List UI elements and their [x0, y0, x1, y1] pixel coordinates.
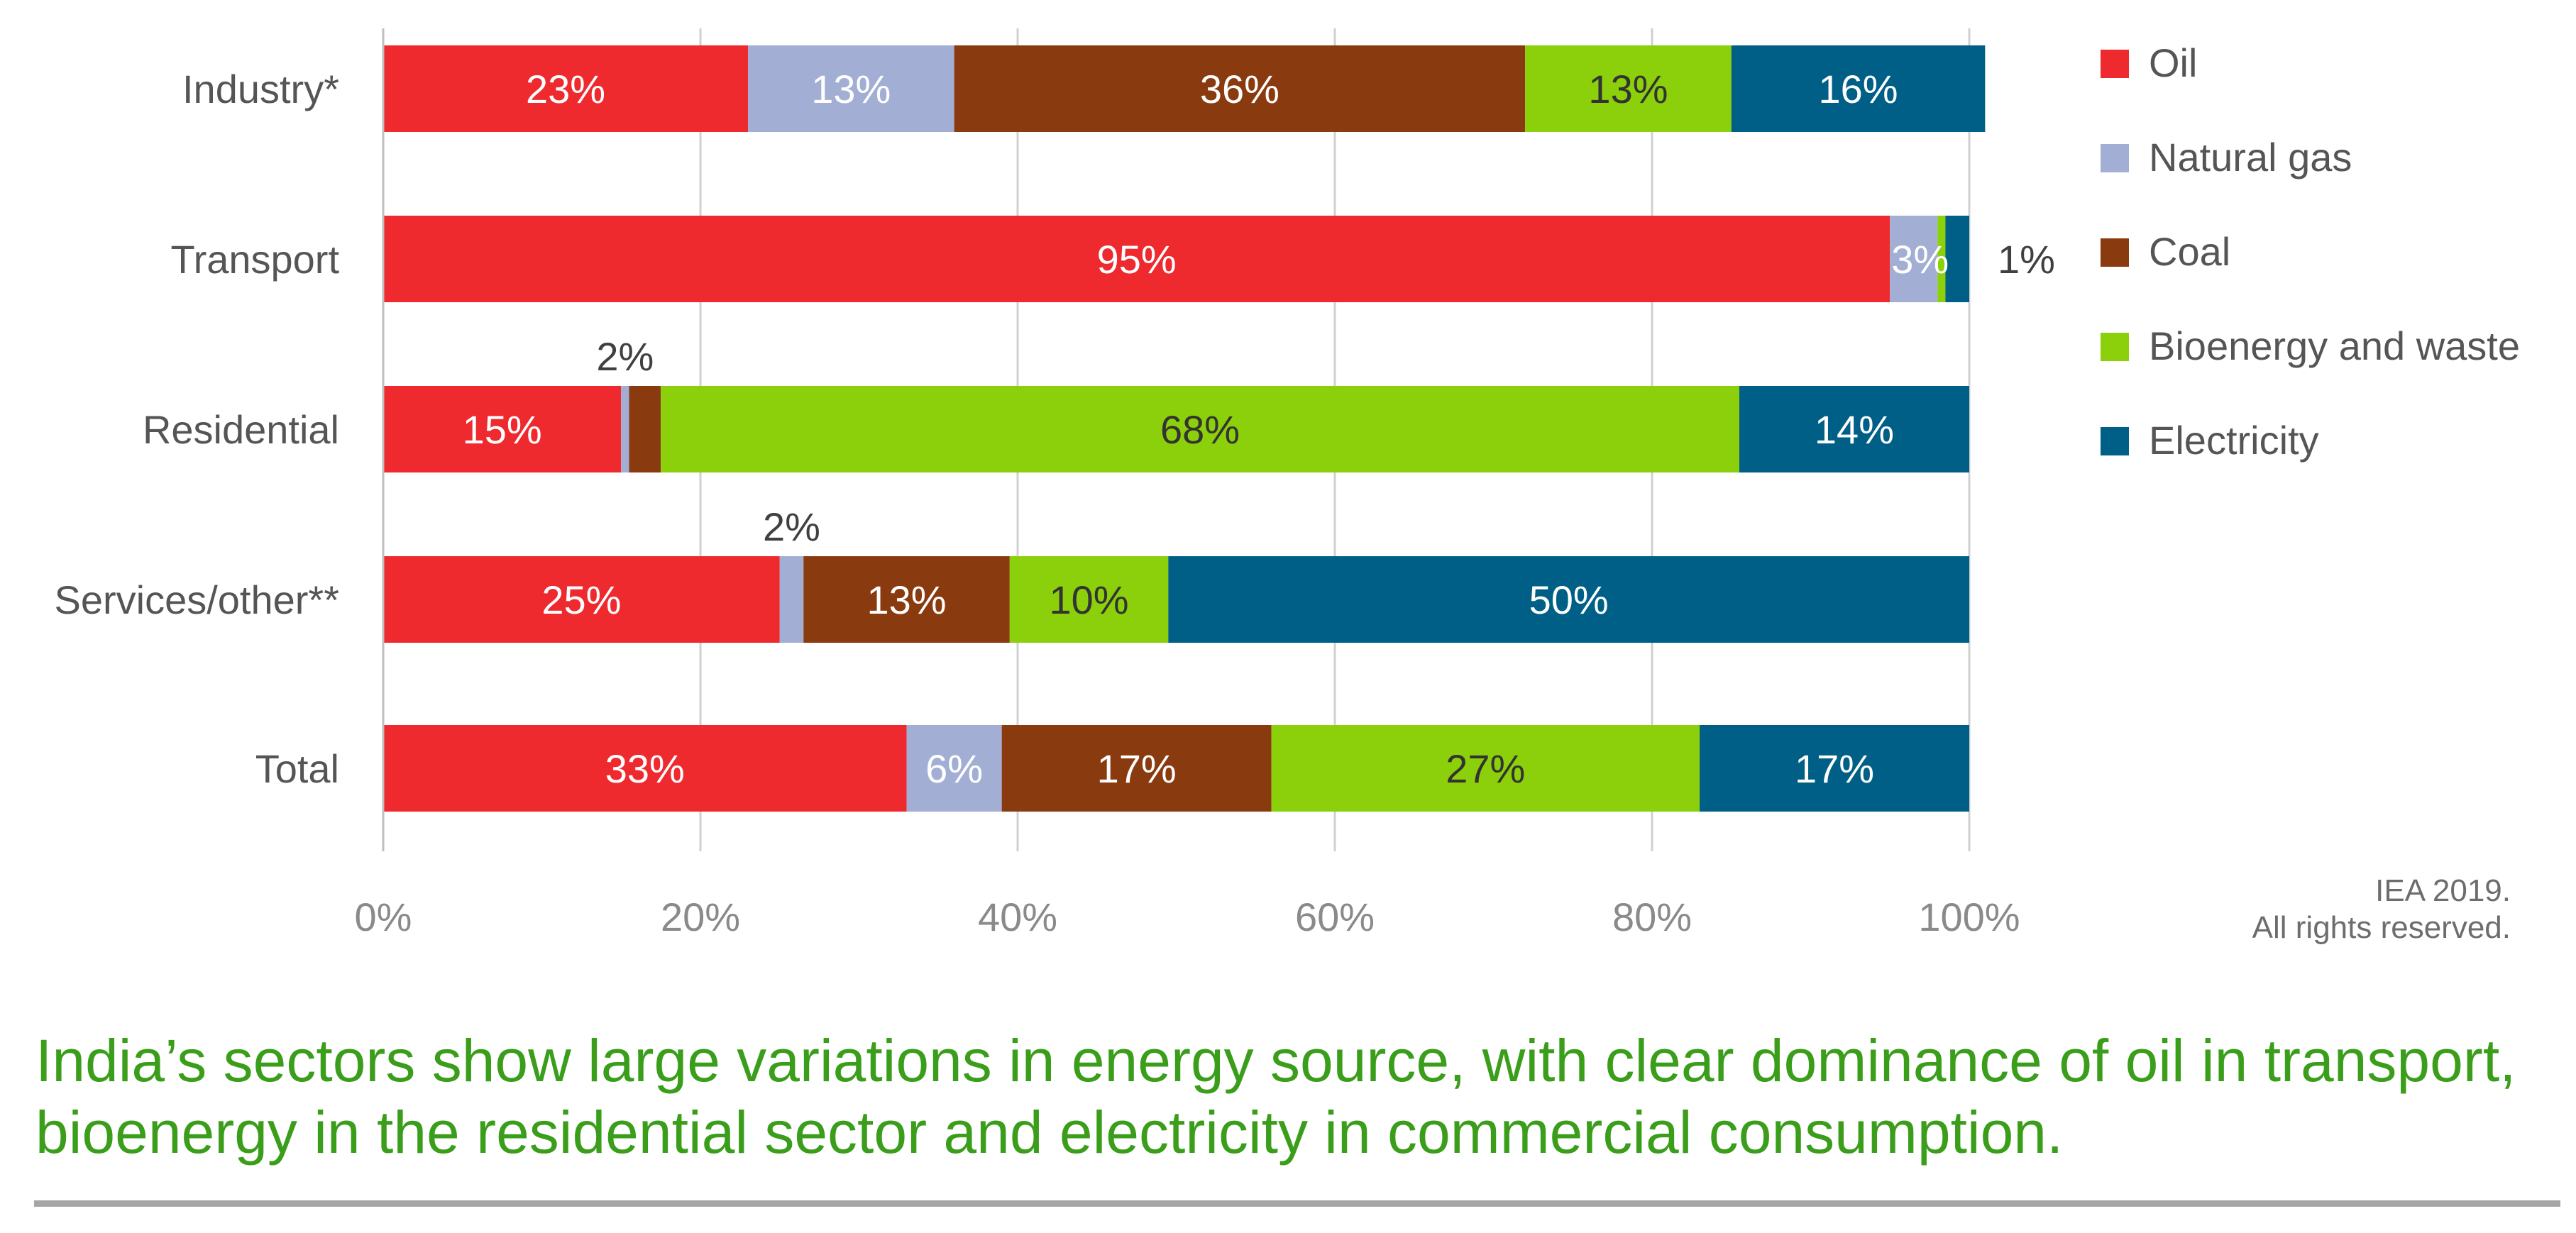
x-tick-label: 100%: [1918, 895, 2020, 939]
bar-segment: [803, 556, 1010, 643]
legend-swatch: [2101, 427, 2129, 455]
bar-segment: [1937, 216, 1946, 302]
data-label: 13%: [1588, 67, 1668, 111]
bar-segment: [1525, 45, 1732, 132]
source-note: IEA 2019. All rights reserved.: [2252, 873, 2511, 945]
bar-segment: [906, 725, 1002, 812]
bar-segment: [383, 725, 907, 812]
data-label: 14%: [1815, 407, 1894, 452]
bar-segment: [383, 216, 1890, 302]
bar-segment: [954, 45, 1526, 132]
data-label: 68%: [1160, 407, 1240, 452]
category-label: Total: [255, 746, 339, 791]
bar-segment: [1271, 725, 1700, 812]
source-note-line-2: All rights reserved.: [2252, 910, 2511, 945]
bar-segment: [629, 386, 661, 472]
x-tick-label: 20%: [661, 895, 740, 939]
source-note-line-1: IEA 2019.: [2375, 873, 2511, 908]
data-label: 27%: [1446, 746, 1525, 791]
data-labels: 23% 13% 36% 13% 16% 95% 3% 1% 15% 2% 68% 14% 25% 2% 13…: [463, 67, 2055, 791]
bar-segment: [621, 386, 629, 472]
bar-segment: [383, 556, 780, 643]
data-label: 36%: [1200, 67, 1279, 111]
data-label: 23%: [526, 67, 605, 111]
data-label: 13%: [867, 577, 947, 622]
legend-label: Natural gas: [2149, 135, 2352, 179]
data-label: 13%: [811, 67, 891, 111]
legend-label: Bioenergy and waste: [2149, 324, 2520, 368]
stacked-bar-chart: 23% 13% 36% 13% 16% 95% 3% 1% 15% 2% 68% 14% 25% 2% 13…: [54, 28, 2520, 945]
data-label: 16%: [1819, 67, 1898, 111]
bar-segment: [1739, 386, 1969, 472]
data-label: 25%: [541, 577, 621, 622]
divider: [34, 1200, 2560, 1207]
legend-label: Coal: [2149, 229, 2230, 274]
legend-swatch: [2101, 50, 2129, 78]
data-label: 6%: [925, 746, 983, 791]
bar-segment: [383, 45, 749, 132]
legend-swatch: [2101, 144, 2129, 172]
bar-segment: [779, 556, 804, 643]
data-label: 17%: [1795, 746, 1874, 791]
bar-segment: [383, 386, 622, 472]
x-tick-label: 40%: [978, 895, 1057, 939]
legend-swatch: [2101, 333, 2129, 361]
data-label: 17%: [1097, 746, 1177, 791]
bar-segment: [748, 45, 954, 132]
category-label: Services/other**: [54, 577, 339, 622]
bar-segment: [1168, 556, 1969, 643]
bar-segment: [661, 386, 1739, 472]
legend-label: Electricity: [2149, 418, 2319, 463]
x-tick-label: 0%: [355, 895, 412, 939]
legend-swatch: [2101, 238, 2129, 267]
data-label: 3%: [1891, 237, 1949, 282]
data-label: 2%: [763, 504, 820, 549]
data-label: 95%: [1097, 237, 1177, 282]
category-label: Transport: [170, 237, 339, 282]
data-label: 10%: [1050, 577, 1129, 622]
bar-segments: [383, 45, 1986, 812]
data-label: 15%: [463, 407, 542, 452]
bar-segment: [1009, 556, 1169, 643]
legend-label: Oil: [2149, 40, 2197, 85]
chart-caption: India’s sectors show large variations in…: [35, 1027, 2516, 1166]
bar-segment: [1945, 216, 1969, 302]
bar-segment: [1001, 725, 1272, 812]
bar-segment: [1700, 725, 1969, 812]
x-tick-label: 60%: [1295, 895, 1375, 939]
data-label: 2%: [596, 334, 654, 379]
data-label: 50%: [1529, 577, 1609, 622]
category-labels: Industry* Transport Residential Services/ot…: [54, 67, 339, 791]
x-tick-label: 80%: [1612, 895, 1692, 939]
data-label: 33%: [605, 746, 685, 791]
bar-segment: [1890, 216, 1938, 302]
data-label: 1%: [1998, 237, 2055, 282]
category-label: Industry*: [182, 67, 339, 111]
bar-segment: [1731, 45, 1986, 132]
x-tick-labels: 0% 20% 40% 60% 80% 100%: [355, 895, 2020, 939]
legend: Oil Natural gas Coal Bioenergy and waste Ele…: [2101, 40, 2520, 463]
category-label: Residential: [143, 407, 339, 452]
